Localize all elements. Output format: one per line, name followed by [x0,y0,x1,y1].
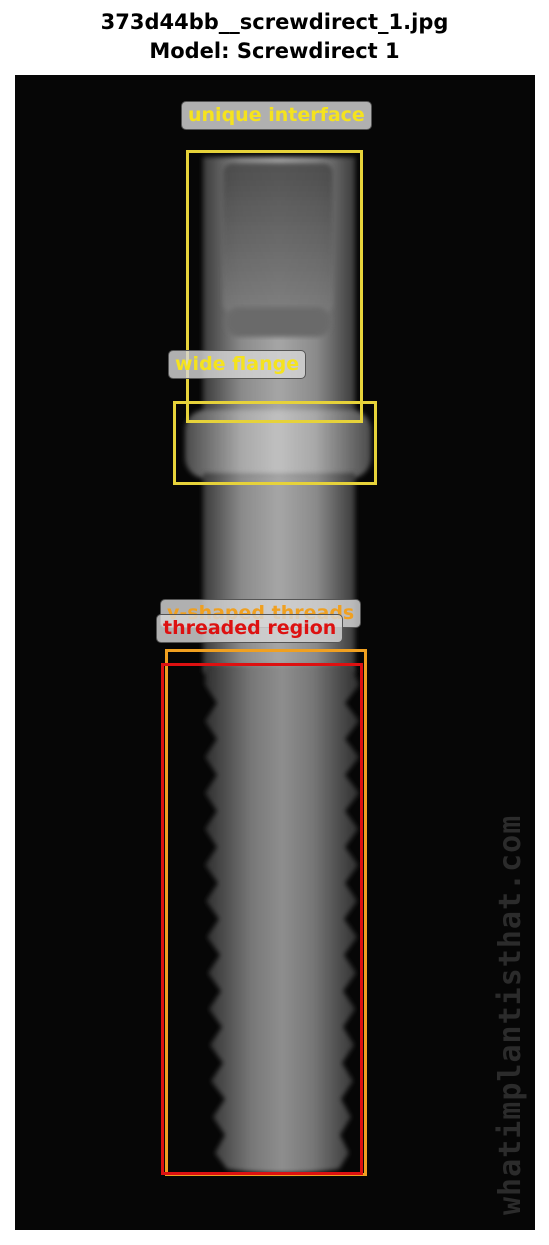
implant-flange [185,410,371,478]
bbox-wide-flange [173,401,377,485]
bbox-threaded-region [161,663,363,1175]
implant-interface-socket [223,163,333,313]
label-unique-interface: unique interface [181,101,372,130]
figure-title-model: Model: Screwdirect 1 [149,39,400,63]
bbox-unique-interface [186,150,363,423]
implant-threaded-body [205,665,359,1173]
xray-image: unique interface wide flange v-shaped th… [15,75,535,1230]
figure-title-filename: 373d44bb__screwdirect_1.jpg [100,10,449,34]
implant-neck [203,473,355,673]
watermark-text: whatimplantisthat.com [493,814,528,1215]
figure-title: 373d44bb__screwdirect_1.jpg Model: Screw… [0,8,549,66]
label-wide-flange: wide flange [168,350,307,379]
implant-xray-illustration [185,157,371,1173]
implant-socket-floor [225,307,331,337]
label-threaded-region: threaded region [156,614,344,643]
